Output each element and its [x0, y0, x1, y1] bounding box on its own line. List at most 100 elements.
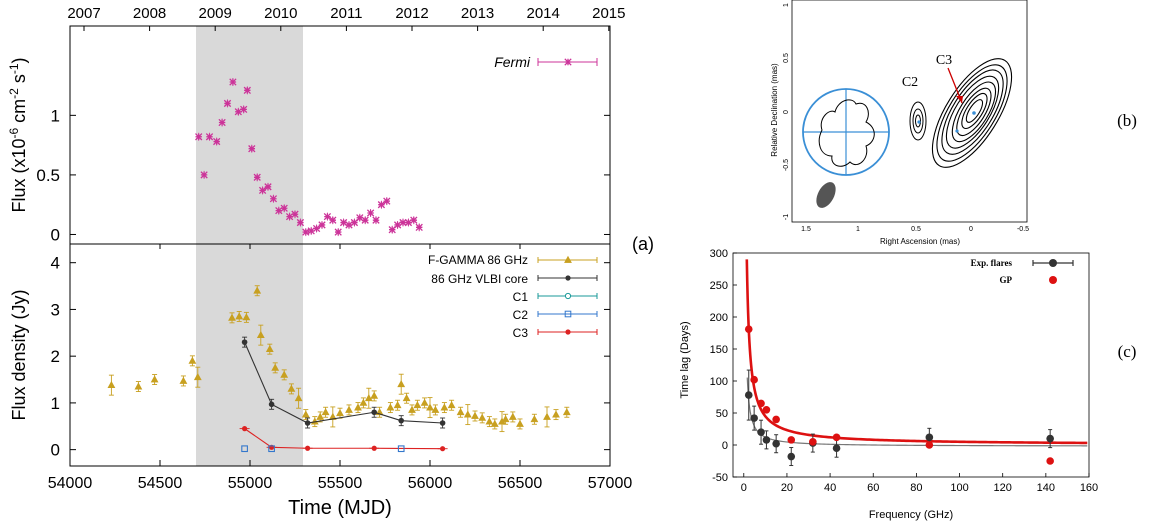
- fgamma-point: [321, 408, 330, 416]
- fermi-point: [275, 206, 283, 215]
- fgamma-point: [228, 313, 236, 321]
- bottom-x-tick-label: 54500: [138, 475, 183, 492]
- c2-point: [268, 445, 275, 453]
- fgamma-point: [562, 408, 571, 416]
- fermi-point: [312, 224, 321, 233]
- fermi-point: [302, 228, 310, 236]
- map-y-ticks: 1 0.5 0 -0.5 -1: [783, 3, 790, 220]
- bottom-y-tick-label: 3: [51, 300, 60, 319]
- fgamma-point: [316, 412, 325, 420]
- bottom-x-axis-label: Time (MJD): [288, 497, 392, 519]
- fermi-point: [234, 108, 242, 116]
- fgamma-point: [280, 370, 289, 378]
- top-y-tick-label: 0: [51, 225, 60, 244]
- fermi-point: [307, 227, 315, 235]
- fgamma-point: [456, 408, 465, 416]
- map-y-tick: 0: [783, 110, 790, 114]
- bottom-x-tick-label: 54000: [48, 475, 93, 492]
- fgamma-point: [193, 372, 202, 381]
- exp-flare-point: [762, 436, 771, 444]
- bottom-x-tick-label: 55000: [228, 475, 273, 492]
- fermi-point: [410, 216, 418, 224]
- panel-a-label: (a): [632, 234, 654, 254]
- map-y-tick: 0.5: [783, 53, 790, 63]
- c3-point: [440, 446, 446, 452]
- lag-y-tick-label: 100: [710, 376, 728, 388]
- lag-y-tick-label: 150: [710, 344, 728, 356]
- fermi-point: [285, 212, 294, 221]
- fgamma-point: [393, 401, 402, 409]
- fgamma-point: [235, 312, 244, 320]
- panel-a: 2007 2008 2009 2010 2011 2012 2013 2014 2015 00.…: [7, 5, 654, 519]
- bottom-y-tick-label: 0: [51, 441, 60, 460]
- legend-marker-exp-flares: [1049, 259, 1057, 267]
- map-y-axis-label: Relative Declination (mas): [770, 63, 779, 157]
- core-contours: [931, 58, 1013, 168]
- fgamma-point: [516, 419, 524, 427]
- legend-marker-c3: [565, 329, 571, 335]
- year-tick-label: 2012: [395, 5, 428, 22]
- bottom-series: [107, 285, 571, 453]
- fermi-legend-label: Fermi: [494, 54, 531, 70]
- core-marker: [972, 111, 976, 115]
- c2-point: [241, 445, 248, 453]
- bottom-x-tick-label: 57000: [588, 475, 633, 492]
- legend-marker-c1: [564, 292, 572, 300]
- vlbi-core-point: [439, 420, 446, 426]
- fermi-point: [248, 145, 256, 153]
- fermi-legend: Fermi: [494, 54, 598, 70]
- legend-marker-c2: [564, 310, 572, 318]
- legend-label-gp: GP: [1000, 275, 1013, 285]
- gp-point: [1046, 457, 1054, 465]
- bottom-x-axis: 54000 54500 55000 55500 56000 56500 57000: [48, 244, 633, 492]
- lag-plot-axes: -50 0 50 100 150 200 250 300 0 20 40 60 80 100 120 140 1…: [710, 248, 1099, 494]
- fgamma-point: [354, 403, 362, 411]
- fgamma-point: [420, 398, 429, 406]
- fermi-point: [318, 221, 326, 229]
- lag-x-tick-label: 140: [1037, 482, 1055, 494]
- fermi-point: [329, 216, 337, 224]
- fermi-point: [356, 214, 364, 222]
- gp-point: [832, 433, 841, 442]
- fgamma-point: [271, 363, 280, 371]
- fgamma-point: [397, 379, 406, 388]
- gp-point: [772, 415, 780, 424]
- lag-plot-series: [744, 325, 1054, 467]
- legend-marker-vlbi-core: [565, 275, 571, 281]
- fgamma-point: [471, 411, 479, 419]
- c2-label: C2: [902, 75, 918, 90]
- fgamma-point: [287, 384, 296, 392]
- fermi-point: [240, 105, 248, 114]
- legend-marker-fgamma: [564, 255, 572, 263]
- fgamma-point: [440, 403, 449, 411]
- fgamma-point: [530, 415, 539, 423]
- beam-inset-contour: [818, 99, 875, 167]
- lag-x-tick-label: 100: [950, 482, 968, 494]
- bottom-y-tick-label: 1: [51, 394, 60, 413]
- vlbi-core-point: [304, 420, 311, 426]
- exp-fit-curve: [746, 377, 1088, 447]
- fgamma-point: [543, 412, 551, 420]
- c3-point: [242, 426, 248, 432]
- fermi-legend-star: [564, 58, 572, 66]
- panel-b-label: (b): [1117, 111, 1137, 130]
- fgamma-point: [345, 405, 353, 413]
- exp-flare-point: [772, 439, 780, 448]
- year-tick-label: 2013: [461, 5, 494, 22]
- panel-c-label: (c): [1118, 342, 1137, 361]
- fgamma-point: [431, 405, 440, 413]
- fgamma-point: [242, 313, 251, 321]
- lag-legend: Exp. flares GP: [971, 258, 1074, 285]
- map-y-tick: -1: [783, 214, 790, 220]
- bottom-legend-markers: [537, 255, 598, 335]
- year-tick-label: 2014: [527, 5, 560, 22]
- bottom-x-tick-label: 56000: [408, 475, 453, 492]
- map-x-axis-label: Right Ascension (mas): [880, 237, 960, 246]
- fgamma-point: [485, 417, 494, 425]
- fgamma-point: [179, 376, 188, 384]
- exp-flare-point: [757, 428, 765, 437]
- bottom-x-tick-label: 56500: [498, 475, 543, 492]
- fgamma-point: [386, 403, 395, 411]
- fgamma-point: [370, 391, 379, 399]
- year-tick-label: 2008: [133, 5, 166, 22]
